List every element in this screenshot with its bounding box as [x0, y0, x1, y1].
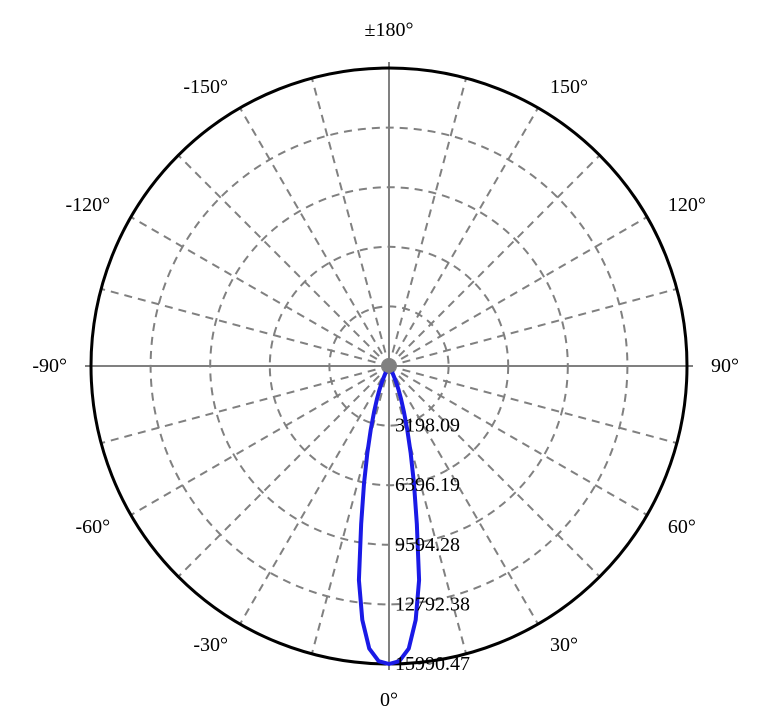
angle-label: 120°	[668, 194, 706, 216]
angle-label: -150°	[183, 76, 228, 98]
polar-chart: 0° 30° 60° 90° 120° 150° ±180° -150° -120° -90° -6…	[0, 0, 778, 726]
angle-label: 150°	[550, 76, 588, 98]
angle-label: -60°	[75, 516, 110, 538]
angle-label: 90°	[711, 355, 739, 377]
spoke	[240, 366, 389, 624]
radial-label: 9594.28	[395, 534, 460, 556]
angle-label: 60°	[668, 516, 696, 538]
spoke	[131, 366, 389, 515]
radial-label: 12792.38	[395, 593, 470, 615]
spoke	[178, 155, 389, 366]
spoke	[389, 289, 677, 366]
angle-label: 0°	[380, 689, 398, 711]
spoke	[312, 78, 389, 366]
spoke	[131, 217, 389, 366]
radial-label: 6396.19	[395, 474, 460, 496]
angle-label: ±180°	[365, 19, 414, 41]
spoke	[389, 217, 647, 366]
radial-label: 15990.47	[395, 653, 470, 675]
angle-label: -120°	[65, 194, 110, 216]
spoke	[101, 289, 389, 366]
spoke	[389, 108, 538, 366]
spoke	[240, 108, 389, 366]
spoke	[312, 366, 389, 654]
angle-label: -90°	[32, 355, 67, 377]
angle-label: 30°	[550, 634, 578, 656]
angle-label: -30°	[193, 634, 228, 656]
radial-label: 3198.09	[395, 415, 460, 437]
spoke	[389, 155, 600, 366]
spoke	[101, 366, 389, 443]
spoke	[389, 78, 466, 366]
center-dot	[382, 359, 396, 373]
spoke	[178, 366, 389, 577]
